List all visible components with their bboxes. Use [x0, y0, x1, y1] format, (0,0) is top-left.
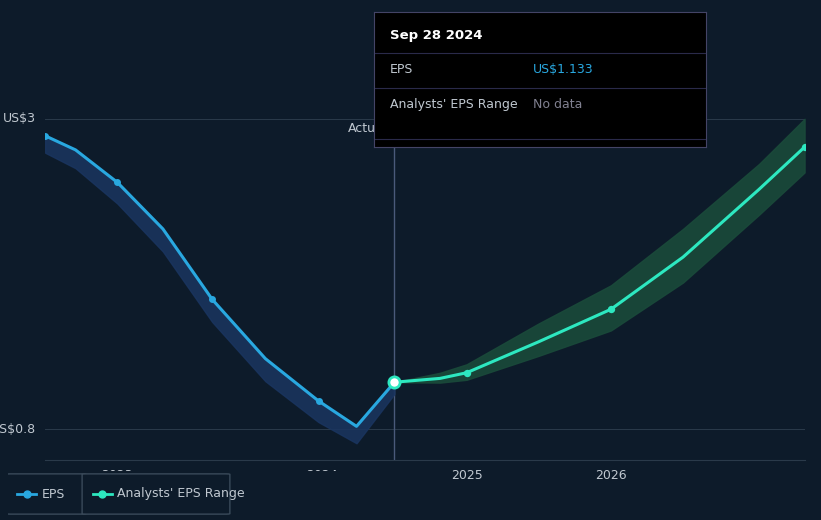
- Point: [388, 378, 401, 386]
- Point: [206, 295, 219, 304]
- Point: [111, 178, 124, 187]
- Text: 2026: 2026: [595, 469, 626, 482]
- Point: [604, 305, 617, 314]
- Text: US$3: US$3: [3, 112, 36, 125]
- Text: Actual: Actual: [347, 122, 387, 135]
- Point: [460, 369, 473, 377]
- Text: Analysts' EPS Range: Analysts' EPS Range: [390, 98, 518, 111]
- FancyBboxPatch shape: [82, 474, 230, 514]
- Text: EPS: EPS: [390, 63, 414, 76]
- Text: Analysts' EPS Range: Analysts' EPS Range: [117, 488, 245, 500]
- Text: 2023: 2023: [102, 469, 133, 482]
- Text: 2025: 2025: [451, 469, 483, 482]
- Text: No data: No data: [533, 98, 583, 111]
- Point: [388, 378, 401, 386]
- Point: [39, 132, 52, 140]
- Text: Sep 28 2024: Sep 28 2024: [390, 29, 483, 42]
- Point: [21, 490, 34, 498]
- Text: 2024: 2024: [306, 469, 338, 482]
- Text: EPS: EPS: [42, 488, 65, 500]
- Point: [798, 143, 811, 151]
- Point: [96, 490, 109, 498]
- Point: [312, 397, 325, 405]
- FancyBboxPatch shape: [7, 474, 86, 514]
- Text: US$0.8: US$0.8: [0, 423, 36, 436]
- Text: Analysts Forecasts: Analysts Forecasts: [402, 122, 518, 135]
- Text: US$1.133: US$1.133: [533, 63, 594, 76]
